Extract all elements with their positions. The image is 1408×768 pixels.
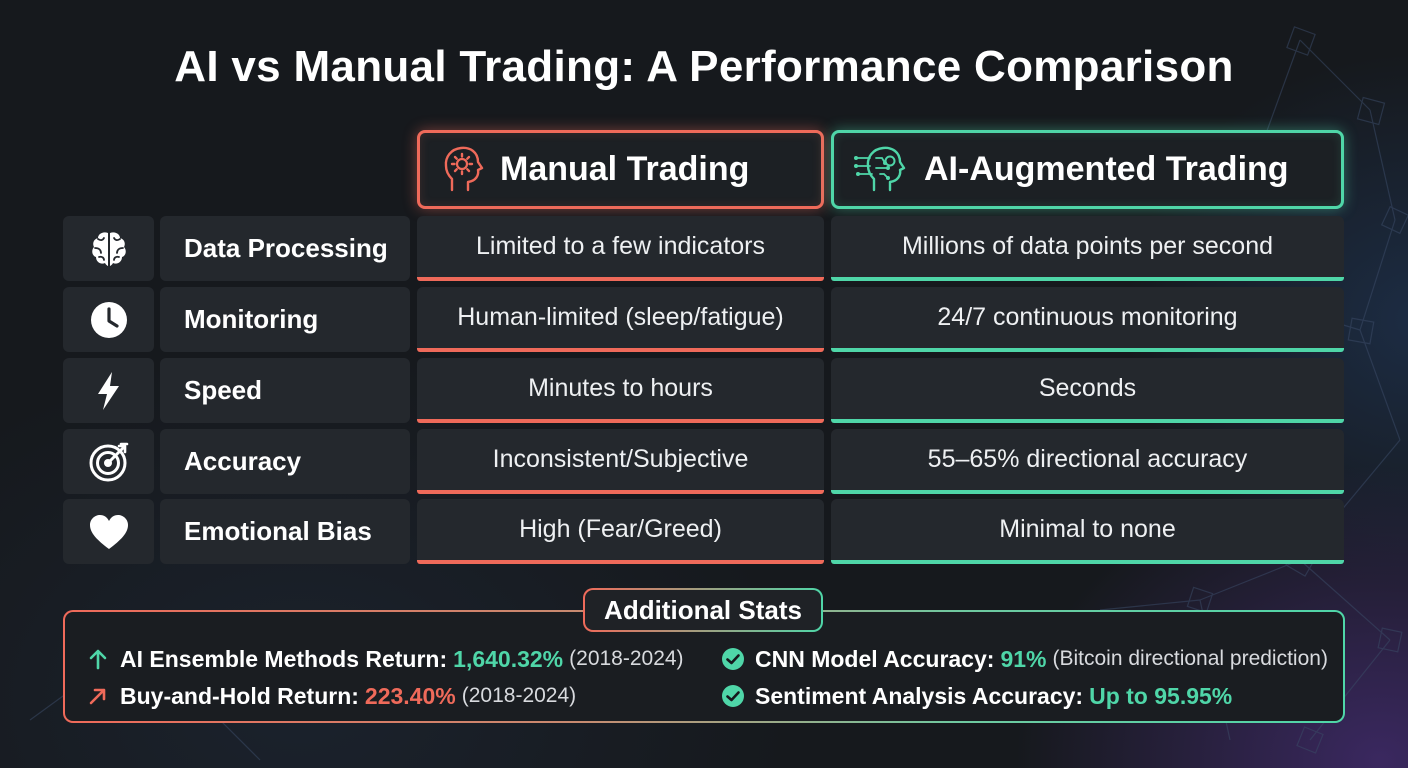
arrow-up-right-icon [89,688,106,705]
ai-head-circuit-icon [854,146,906,191]
stat-label: AI Ensemble Methods Return: [120,645,448,672]
arrow-up-icon [89,649,107,670]
additional-stats-title: Additional Stats [583,588,823,632]
ai-value: 55–65% directional accuracy [831,429,1344,494]
stat-note: (2018-2024) [461,684,577,707]
stat-note: (Bitcoin directional prediction) [1052,647,1328,670]
comparison-row-accuracy: Accuracy Inconsistent/Subjective 55–65% … [0,429,1408,494]
row-icon-cell [63,287,154,352]
page-title: AI vs Manual Trading: A Performance Comp… [174,42,1234,91]
stat-label: Sentiment Analysis Accuracy: [755,682,1084,709]
stat-ai-ensemble-return: AI Ensemble Methods Return: 1,640.32% (2… [86,642,684,676]
check-circle-icon [722,685,744,707]
additional-stats-panel [63,610,1345,723]
ai-value: 24/7 continuous monitoring [831,287,1344,352]
manual-value: Inconsistent/Subjective [417,429,824,494]
stat-sentiment-analysis-accuracy: Sentiment Analysis Accuracy: Up to 95.95… [721,679,1238,713]
row-icon-cell [63,429,154,494]
row-label: Emotional Bias [160,499,410,564]
brain-icon [91,231,126,266]
check-circle-icon [722,648,744,670]
stat-value: Up to 95.95% [1089,682,1233,709]
target-icon [89,442,128,481]
stat-buy-and-hold-return: Buy-and-Hold Return: 223.40% (2018-2024) [86,679,576,713]
heart-icon [89,514,128,549]
stat-label: Buy-and-Hold Return: [120,682,359,709]
ai-trading-header: AI-Augmented Trading [831,130,1344,209]
row-icon-cell [63,499,154,564]
manual-value: Minutes to hours [417,358,824,423]
manual-value: Human-limited (sleep/fatigue) [417,287,824,352]
comparison-row-data-processing: Data Processing Limited to a few indicat… [0,216,1408,281]
stat-value: 1,640.32% [453,645,564,672]
comparison-row-monitoring: Monitoring Human-limited (sleep/fatigue)… [0,287,1408,352]
stat-value: 91% [1000,645,1047,672]
manual-trading-header-label: Manual Trading [500,150,750,188]
row-label: Speed [160,358,410,423]
stat-value: 223.40% [364,682,456,709]
ai-value: Seconds [831,358,1344,423]
clock-icon [90,301,127,338]
ai-value: Minimal to none [831,499,1344,564]
ai-value: Millions of data points per second [831,216,1344,281]
row-label: Monitoring [160,287,410,352]
stat-cnn-model-accuracy: CNN Model Accuracy: 91% (Bitcoin directi… [721,642,1328,676]
manual-trading-header: Manual Trading [417,130,824,209]
row-label: Data Processing [160,216,410,281]
row-icon-cell [63,216,154,281]
stat-label: CNN Model Accuracy: [755,645,995,672]
comparison-row-speed: Speed Minutes to hours Seconds [0,358,1408,423]
row-icon-cell [63,358,154,423]
manual-value: High (Fear/Greed) [417,499,824,564]
row-label: Accuracy [160,429,410,494]
stat-note: (2018-2024) [569,647,684,670]
comparison-row-emotional-bias: Emotional Bias High (Fear/Greed) Minimal… [0,499,1408,564]
head-gear-icon [444,146,484,191]
manual-value: Limited to a few indicators [417,216,824,281]
ai-trading-header-label: AI-Augmented Trading [924,150,1289,188]
lightning-icon [97,371,119,410]
